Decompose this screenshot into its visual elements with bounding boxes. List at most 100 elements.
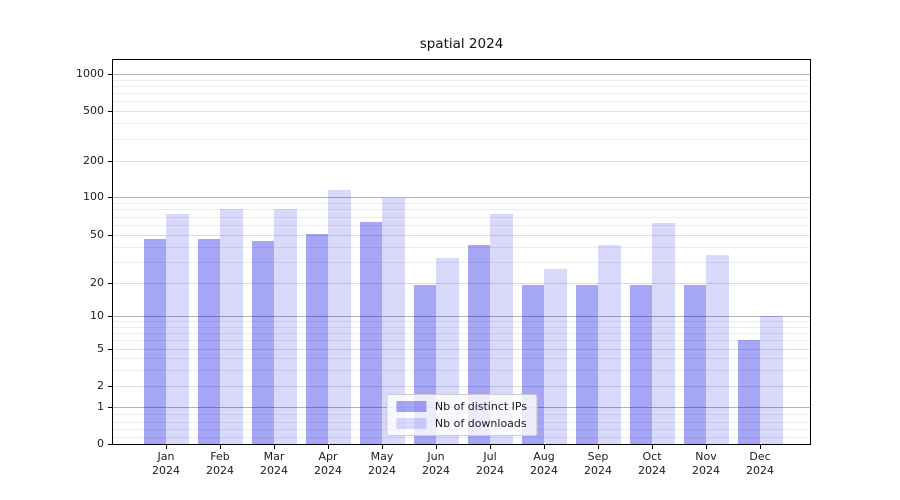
y-tick-mark	[108, 316, 112, 317]
y-tick-label: 100	[83, 190, 104, 203]
y-tick-label: 2	[97, 379, 104, 392]
gridline-minor	[113, 86, 810, 87]
x-tick-label-aug: Aug 2024	[530, 450, 558, 477]
bars-layer	[113, 60, 810, 444]
y-tick-mark	[108, 283, 112, 284]
bar-downloads-sep	[598, 245, 621, 444]
bar-distinct-ips-oct	[629, 285, 652, 444]
y-tick-mark	[108, 161, 112, 162]
gridline-minor	[113, 235, 810, 236]
x-tick-mark	[760, 445, 761, 449]
x-tick-mark	[598, 445, 599, 449]
x-tick-mark	[382, 445, 383, 449]
x-tick-label-jun: Jun 2024	[422, 450, 450, 477]
legend-label-distinct-ips: Nb of distinct IPs	[434, 400, 528, 413]
gridline-minor	[113, 358, 810, 359]
y-tick-mark	[108, 444, 112, 445]
legend-item-downloads: Nb of downloads	[395, 417, 527, 430]
x-tick-mark	[274, 445, 275, 449]
bar-distinct-ips-jan	[143, 239, 166, 444]
bar-downloads-dec	[760, 316, 783, 444]
y-tick-label: 200	[83, 154, 104, 167]
x-tick-mark	[544, 445, 545, 449]
legend-label-downloads: Nb of downloads	[434, 417, 527, 430]
gridline-minor	[113, 247, 810, 248]
bar-distinct-ips-mar	[251, 241, 274, 444]
gridline-minor	[113, 161, 810, 162]
bar-downloads-jan	[166, 214, 189, 444]
x-tick-mark	[166, 445, 167, 449]
gridline-minor	[113, 225, 810, 226]
y-tick-label: 5	[97, 342, 104, 355]
gridline-minor	[113, 101, 810, 102]
x-tick-label-oct: Oct 2024	[638, 450, 666, 477]
bar-downloads-apr	[328, 190, 351, 444]
y-tick-mark	[108, 349, 112, 350]
gridline-minor	[113, 139, 810, 140]
x-tick-mark	[706, 445, 707, 449]
legend-swatch-downloads-icon	[395, 418, 426, 429]
x-tick-label-sep: Sep 2024	[584, 450, 612, 477]
y-tick-mark	[108, 111, 112, 112]
x-tick-mark	[652, 445, 653, 449]
gridline-minor	[113, 437, 810, 438]
y-tick-label: 500	[83, 104, 104, 117]
bar-downloads-aug	[544, 269, 567, 444]
y-tick-label: 50	[90, 228, 104, 241]
gridline-minor	[113, 386, 810, 387]
gridline-minor	[113, 80, 810, 81]
gridline-minor	[113, 123, 810, 124]
bar-downloads-jul	[490, 214, 513, 444]
x-tick-label-mar: Mar 2024	[260, 450, 288, 477]
bar-downloads-may	[382, 198, 405, 444]
y-tick-label: 20	[90, 276, 104, 289]
x-tick-label-dec: Dec 2024	[746, 450, 774, 477]
y-tick-label: 10	[90, 309, 104, 322]
x-tick-label-nov: Nov 2024	[692, 450, 720, 477]
y-tick-mark	[108, 235, 112, 236]
gridline-minor	[113, 203, 810, 204]
gridline-minor	[113, 333, 810, 334]
x-tick-mark	[436, 445, 437, 449]
gridline-minor	[113, 321, 810, 322]
bar-downloads-nov	[706, 255, 729, 444]
legend: Nb of distinct IPs Nb of downloads	[385, 394, 538, 436]
x-tick-label-feb: Feb 2024	[206, 450, 234, 477]
x-tick-label-may: May 2024	[368, 450, 396, 477]
y-tick-label: 1000	[76, 67, 104, 80]
x-tick-label-jan: Jan 2024	[152, 450, 180, 477]
y-tick-label: 1	[97, 400, 104, 413]
legend-swatch-distinct-ips-icon	[395, 401, 426, 412]
gridline-minor	[113, 217, 810, 218]
gridline-minor	[113, 283, 810, 284]
bar-distinct-ips-nov	[683, 285, 706, 444]
gridline-minor	[113, 111, 810, 112]
gridline-major	[113, 316, 810, 317]
legend-item-distinct-ips: Nb of distinct IPs	[395, 400, 528, 413]
plot-area: Nb of distinct IPs Nb of downloads	[113, 60, 810, 444]
bar-distinct-ips-apr	[305, 234, 328, 444]
bar-distinct-ips-feb	[197, 239, 220, 444]
gridline-minor	[113, 349, 810, 350]
x-tick-mark	[220, 445, 221, 449]
gridline-major	[113, 197, 810, 198]
gridline-minor	[113, 93, 810, 94]
bar-downloads-feb	[220, 209, 243, 444]
bar-distinct-ips-sep	[575, 285, 598, 444]
y-tick-mark	[108, 407, 112, 408]
y-tick-mark	[108, 386, 112, 387]
x-tick-mark	[490, 445, 491, 449]
x-tick-mark	[328, 445, 329, 449]
gridline-minor	[113, 340, 810, 341]
bar-downloads-mar	[274, 209, 297, 444]
x-tick-label-jul: Jul 2024	[476, 450, 504, 477]
chart-title: spatial 2024	[419, 36, 504, 52]
y-tick-mark	[108, 74, 112, 75]
x-tick-label-apr: Apr 2024	[314, 450, 342, 477]
bar-downloads-oct	[652, 223, 675, 444]
y-tick-mark	[108, 197, 112, 198]
gridline-major	[113, 74, 810, 75]
gridline-minor	[113, 209, 810, 210]
y-tick-label: 0	[97, 437, 104, 450]
